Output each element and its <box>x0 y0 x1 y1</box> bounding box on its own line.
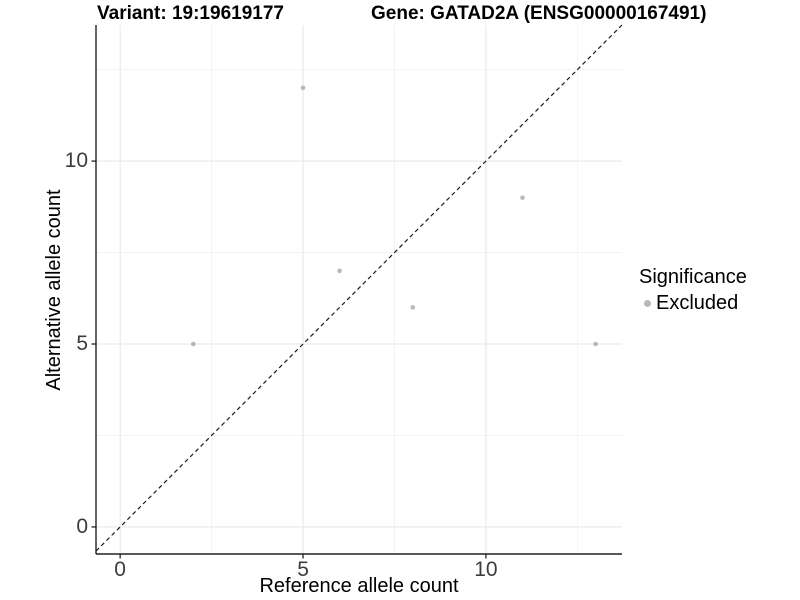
data-point <box>300 85 306 91</box>
legend-title: Significance <box>639 266 747 288</box>
identity-line <box>95 24 623 552</box>
y-tick-label: 0 <box>76 514 88 538</box>
legend: Significance Excluded <box>639 266 747 315</box>
x-tick-label: 5 <box>297 558 309 581</box>
data-point <box>520 195 525 200</box>
legend-point-icon <box>644 300 651 307</box>
y-tick-label: 5 <box>76 332 88 355</box>
y-tick-label: 10 <box>64 149 88 173</box>
x-axis-title: Reference allele count <box>259 575 459 597</box>
legend-item-label: Excluded <box>656 292 739 314</box>
x-tick-label: 10 <box>474 558 498 581</box>
plot-title-gene: Gene: GATAD2A (ENSG00000167491) <box>371 3 707 24</box>
data-point <box>190 341 196 347</box>
x-tick-label: 0 <box>114 558 126 581</box>
plot-title-variant: Variant: 19:19619177 <box>97 3 284 24</box>
y-axis-title: Alternative allele count <box>43 189 65 391</box>
data-point <box>410 305 416 310</box>
legend-item-excluded: Excluded <box>639 292 747 315</box>
data-point <box>337 268 342 274</box>
data-point <box>593 341 598 347</box>
